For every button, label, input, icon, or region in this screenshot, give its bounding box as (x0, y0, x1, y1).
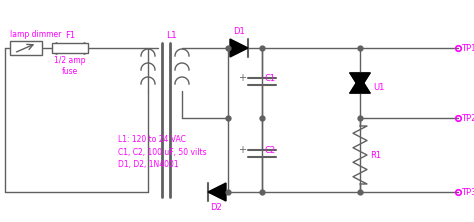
Text: C2: C2 (265, 145, 276, 155)
Text: +: + (238, 145, 246, 155)
Bar (10, 41, 42, 55)
Text: L1: 120 to 24 VAC
C1, C2, 100 uF, 50 vilts
D1, D2, 1N4001: L1: 120 to 24 VAC C1, C2, 100 uF, 50 vil… (118, 135, 207, 169)
Text: TP1: TP1 (461, 44, 474, 52)
Text: D1: D1 (233, 27, 245, 36)
Text: L1: L1 (167, 31, 177, 40)
Text: 1/2 amp
fuse: 1/2 amp fuse (54, 56, 86, 76)
Text: +: + (238, 73, 246, 83)
Text: lamp dimmer: lamp dimmer (10, 30, 61, 39)
Text: U1: U1 (373, 83, 384, 91)
Text: R1: R1 (370, 151, 381, 159)
Text: F1: F1 (65, 31, 75, 40)
Polygon shape (350, 73, 370, 89)
Polygon shape (208, 183, 226, 201)
Polygon shape (230, 39, 248, 57)
Text: C1: C1 (265, 73, 276, 83)
Bar (52, 43, 88, 53)
Text: TP2: TP2 (461, 113, 474, 123)
Polygon shape (350, 77, 370, 93)
Text: TP3: TP3 (461, 188, 474, 196)
Text: D2: D2 (210, 203, 222, 212)
